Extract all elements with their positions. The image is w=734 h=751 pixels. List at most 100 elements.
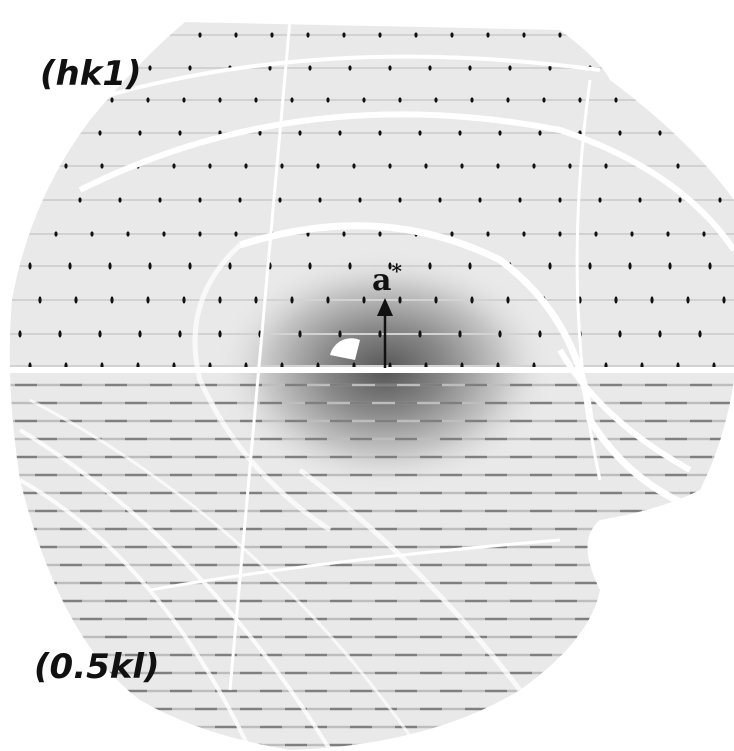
reflection: [228, 262, 231, 269]
streak: [395, 438, 417, 440]
reflection: [208, 163, 211, 168]
reflection: [532, 163, 535, 168]
streak: [125, 726, 147, 728]
reflection: [188, 262, 191, 269]
streak: [15, 528, 37, 530]
streak: [305, 582, 327, 584]
streak: [350, 474, 372, 476]
reflection: [618, 130, 621, 135]
axis-letter: a: [372, 263, 391, 298]
reflection: [630, 32, 633, 37]
streak: [620, 582, 642, 584]
streak: [600, 672, 622, 674]
reflection: [28, 163, 31, 168]
row-band: [0, 34, 734, 36]
reflection: [378, 32, 381, 37]
streak: [555, 672, 577, 674]
reflection: [388, 163, 391, 168]
streak: [620, 654, 642, 656]
streak: [195, 492, 217, 494]
streak: [530, 654, 552, 656]
streak: [150, 420, 172, 422]
streak: [510, 492, 532, 494]
streak: [15, 744, 37, 746]
streak: [60, 636, 82, 638]
streak: [375, 744, 397, 746]
streak: [485, 618, 507, 620]
reflection: [712, 163, 715, 168]
streak: [260, 726, 282, 728]
streak: [285, 528, 307, 530]
streak: [125, 690, 147, 692]
reflection: [110, 296, 113, 303]
streak: [690, 456, 712, 458]
reflection: [178, 130, 181, 135]
streak: [420, 528, 442, 530]
streak: [665, 546, 687, 548]
reflection: [298, 130, 301, 135]
detector-area: [0, 0, 734, 751]
streak: [710, 510, 732, 512]
streak: [330, 528, 352, 530]
reflection: [594, 231, 597, 236]
streak: [465, 456, 487, 458]
streak: [420, 564, 442, 566]
streak: [375, 384, 397, 386]
streak: [600, 492, 622, 494]
reflection: [188, 65, 191, 70]
row-band: [0, 299, 734, 301]
streak: [645, 744, 667, 746]
streak: [35, 582, 57, 584]
streak: [485, 582, 507, 584]
reflection: [668, 262, 671, 269]
streak: [395, 654, 417, 656]
streak: [105, 708, 127, 710]
streak: [15, 492, 37, 494]
streak: [690, 420, 712, 422]
reflection: [558, 32, 561, 37]
reflection: [326, 97, 329, 102]
streak: [150, 744, 172, 746]
streak: [645, 672, 667, 674]
streak: [420, 420, 442, 422]
reflection: [522, 231, 525, 236]
reflection: [638, 197, 641, 202]
streak: [170, 546, 192, 548]
streak: [375, 708, 397, 710]
streak: [710, 546, 732, 548]
reflection: [348, 262, 351, 269]
reflection: [508, 65, 511, 70]
streak: [150, 492, 172, 494]
reflection: [18, 32, 21, 37]
reflection: [38, 296, 41, 303]
streak: [195, 744, 217, 746]
streak: [285, 420, 307, 422]
streak: [60, 708, 82, 710]
streak: [15, 708, 37, 710]
streak: [440, 474, 462, 476]
streak: [170, 690, 192, 692]
streak: [690, 384, 712, 386]
reflection: [428, 262, 431, 269]
streak: [645, 420, 667, 422]
reflection: [650, 97, 653, 102]
streak: [350, 402, 372, 404]
streak: [510, 564, 532, 566]
plane-label: (hk1): [40, 54, 142, 94]
streak: [575, 582, 597, 584]
streak: [510, 672, 532, 674]
streak: [420, 744, 442, 746]
reflection: [686, 97, 689, 102]
streak: [555, 564, 577, 566]
reflection: [428, 65, 431, 70]
reflection: [78, 197, 81, 202]
streak: [150, 636, 172, 638]
reflection: [506, 296, 509, 303]
streak: [440, 402, 462, 404]
reflection: [38, 197, 41, 202]
streak: [510, 384, 532, 386]
streak: [690, 672, 712, 674]
reflection: [548, 262, 551, 269]
reflection: [498, 130, 501, 135]
streak: [240, 492, 262, 494]
